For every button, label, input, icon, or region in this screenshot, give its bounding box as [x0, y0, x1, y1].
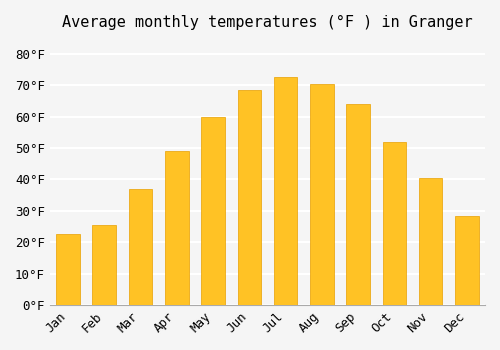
Bar — [419, 178, 442, 305]
Bar — [310, 84, 334, 305]
Bar — [238, 90, 261, 305]
Bar — [382, 142, 406, 305]
Bar — [128, 189, 152, 305]
Bar — [165, 151, 188, 305]
Title: Average monthly temperatures (°F ) in Granger: Average monthly temperatures (°F ) in Gr… — [62, 15, 472, 30]
Bar — [346, 104, 370, 305]
Bar — [92, 225, 116, 305]
Bar — [202, 117, 225, 305]
Bar — [56, 234, 80, 305]
Bar — [455, 216, 478, 305]
Bar — [274, 77, 297, 305]
